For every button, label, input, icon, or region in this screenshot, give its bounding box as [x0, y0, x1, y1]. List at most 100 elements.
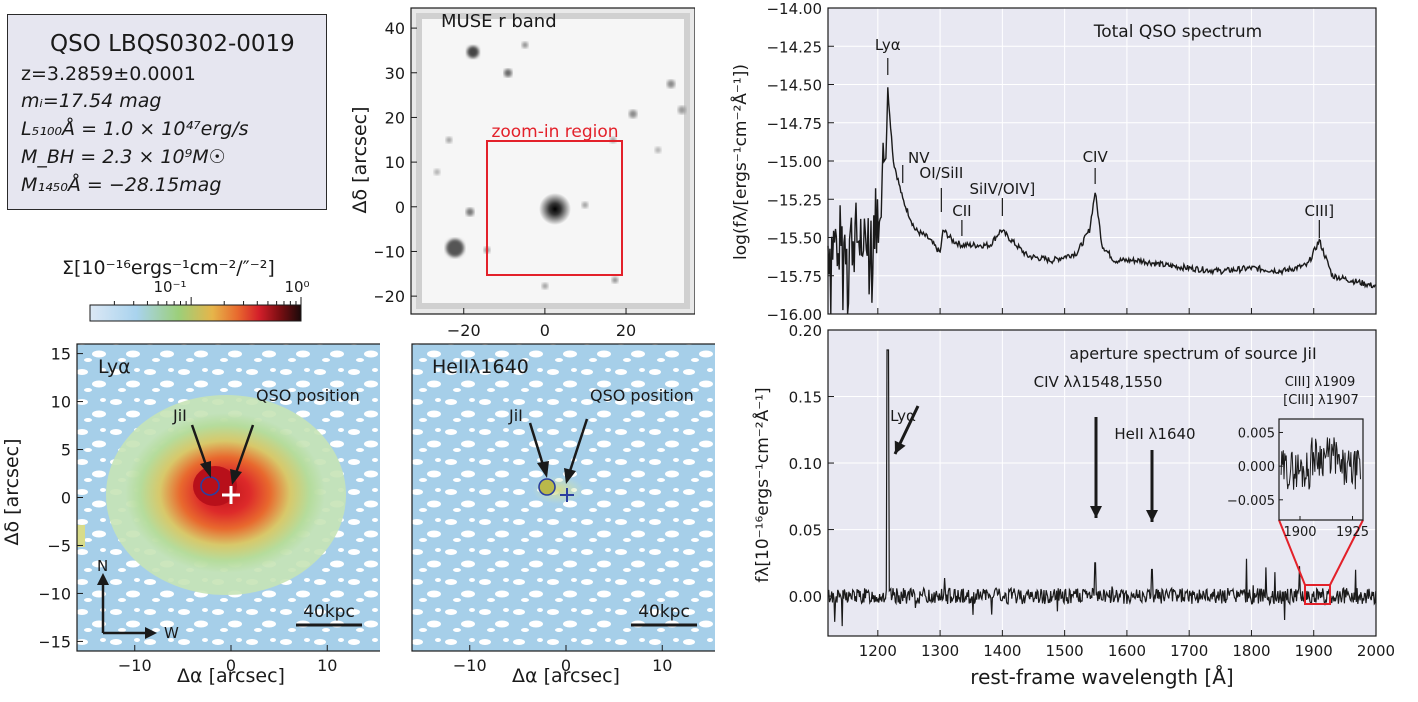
bh-mass: M_BH = 2.3 × 10⁹M☉ — [21, 146, 226, 168]
inset-ytick-label-1: 0.000 — [1238, 460, 1275, 475]
heii-arrow-qso — [568, 418, 589, 472]
rband-star-8 — [667, 80, 675, 88]
inset-ytick-label-2: −0.005 — [1227, 494, 1275, 509]
info-box: QSO LBQS0302-0019 z=3.2859±0.0001 mᵢ=17.… — [7, 14, 327, 210]
inset-label-1: CIII] λ1909 — [1285, 375, 1356, 390]
spec-bottom-xtick-label-6: 1800 — [1232, 642, 1270, 660]
lya-ann-source: JiI — [172, 406, 187, 425]
rband-star-6 — [629, 110, 637, 118]
spec-top-ytick-label-7: −15.75 — [766, 268, 822, 286]
spec-top-ytick-label-0: −14.00 — [766, 0, 822, 18]
lya-ytick-label-3: 0 — [61, 489, 71, 508]
heii-ann-qso: QSO position — [590, 386, 694, 405]
heii-arrowhead-source — [537, 461, 549, 478]
lya-ytick-label-2: 5 — [61, 441, 71, 460]
rband-star-3 — [446, 239, 464, 257]
lya-ylabel: Δδ [arcsec] — [1, 438, 23, 546]
lya-qso-marker — [222, 486, 240, 504]
rband-frame — [410, 7, 695, 315]
heii-arrow-source — [528, 422, 545, 466]
rband-star-9 — [582, 202, 588, 208]
rband-star-11 — [612, 277, 618, 283]
spec-bottom-title: aperture spectrum of source JiI — [1069, 344, 1316, 363]
spec-top-line-label-5: CIV — [1083, 148, 1109, 166]
inset-connector-right — [1329, 519, 1364, 586]
lya-scalebar-label: 40kpc — [303, 602, 355, 622]
spec-bottom-ytick-label-1: 0.15 — [789, 389, 822, 407]
spec-bottom-arrowhead-1 — [1090, 506, 1102, 518]
spec-top-line-label-0: Lyα — [875, 36, 901, 54]
spec-top-ytick-label-2: −14.50 — [766, 77, 822, 95]
spec-top-axes: −14.00 −14.25 −14.50 −14.75 −15.00 −15.25 −15.… — [766, 0, 1377, 324]
compass — [101, 579, 150, 635]
heii-ann-source: JiI — [508, 406, 523, 425]
colorbar-tick-label-1: 10⁻¹ — [153, 278, 186, 296]
spec-bottom-arrowhead-2 — [1146, 510, 1158, 522]
spec-bottom-arrow-label-1: CIV λλ1548,1550 — [1034, 373, 1163, 391]
rband-ytick-label-6: −20 — [375, 287, 405, 306]
lya-ann-qso: QSO position — [256, 386, 360, 405]
spec-top-line-label-4: SiIV/OIV] — [969, 180, 1035, 198]
compass-west-arrowhead — [145, 627, 157, 639]
spec-bottom-xlabel: rest-frame wavelength [Å] — [970, 665, 1233, 689]
spec-bottom-xtick-label-4: 1600 — [1108, 642, 1146, 660]
lya-ytick-label-0: 15 — [51, 345, 71, 364]
heii-xtick-label-2: 10 — [652, 656, 672, 675]
spec-bottom-line — [827, 349, 1377, 627]
rband-star-15 — [434, 169, 440, 175]
rband-star-7 — [678, 106, 686, 114]
spec-bottom-arrow-label-2: HeII λ1640 — [1114, 425, 1195, 443]
spec-bottom-ytick-label-0: 0.20 — [789, 322, 822, 340]
rband-star-4 — [466, 208, 474, 216]
lya-xlabel: Δα [arcsec] — [177, 665, 285, 685]
heii-source-circle — [538, 478, 556, 496]
spec-top-title: Total QSO spectrum — [1093, 22, 1263, 42]
spec-bottom-xtick-label-5: 1700 — [1170, 642, 1208, 660]
lya-source-circle — [200, 476, 220, 496]
lya-arrow-qso — [234, 424, 255, 474]
lya-xtick-label-1: 0 — [226, 656, 236, 675]
colorbar-gradient — [89, 304, 302, 322]
rband-ytick-label-1: 30 — [385, 64, 405, 83]
spec-bottom-ytick-label-4: 0.00 — [789, 588, 822, 606]
lya-arrowhead-source — [200, 461, 211, 478]
lya-ytick-label-1: 10 — [51, 393, 71, 412]
heii-axes: −10 0 10 — [453, 645, 672, 675]
lya-axes: −10 0 10 15 10 5 0 −5 −10 −15 — [40, 345, 337, 675]
inset-label-2: [CIII] λ1907 — [1283, 393, 1359, 408]
heii-qso-marker — [560, 488, 574, 502]
spec-bottom-xtick-label-2: 1400 — [983, 642, 1021, 660]
spec-bottom-xtick-label-0: 1200 — [859, 642, 897, 660]
rband-xtick-label-2: 20 — [616, 321, 636, 340]
rband-star-1 — [504, 69, 512, 77]
spec-top-ytick-label-4: −15.00 — [766, 153, 822, 171]
colorbar-title: Σ[10⁻¹⁶ergs⁻¹cm⁻²/″⁻²] — [62, 257, 275, 279]
colorbar-ticks — [113, 297, 302, 305]
spec-top-ytick-label-6: −15.50 — [766, 230, 822, 248]
rband-xtick-label-0: −20 — [447, 321, 481, 340]
spec-bottom-xtick-label-8: 2000 — [1357, 642, 1395, 660]
heii-label: HeIIλ1640 — [432, 356, 529, 378]
spec-top-line-label-3: CII — [952, 202, 971, 220]
redshift: z=3.2859±0.0001 — [21, 63, 196, 85]
rband-field — [416, 13, 690, 309]
spec-bottom-annotations: Lyα CIV λλ1548,1550 HeII λ1640 — [890, 373, 1196, 522]
lya-arrowhead-qso — [230, 469, 242, 485]
rband-star-0 — [467, 46, 479, 58]
rband-stars — [434, 42, 686, 289]
spec-bottom-xtick-label-7: 1900 — [1295, 642, 1333, 660]
inset-connector-left — [1278, 519, 1306, 586]
lya-xtick-label-0: −10 — [118, 656, 152, 675]
spec-bottom-frame — [827, 329, 1377, 637]
luminosity: L₅₁₀₀Å = 1.0 × 10⁴⁷erg/s — [21, 118, 249, 140]
heii-xtick-label-0: −10 — [453, 656, 487, 675]
inset-xtick-label-1: 1925 — [1336, 525, 1369, 540]
lya-map-panel: Lyα JiI QSO position N W 40kpc −10 0 10 15 1… — [40, 343, 380, 685]
rband-ytick-label-3: 10 — [385, 153, 405, 172]
spec-top-line — [827, 87, 1377, 315]
spec-top-ytick-label-1: −14.25 — [766, 38, 822, 56]
compass-w: W — [164, 624, 179, 642]
spec-bottom-ytick-label-3: 0.05 — [789, 522, 822, 540]
